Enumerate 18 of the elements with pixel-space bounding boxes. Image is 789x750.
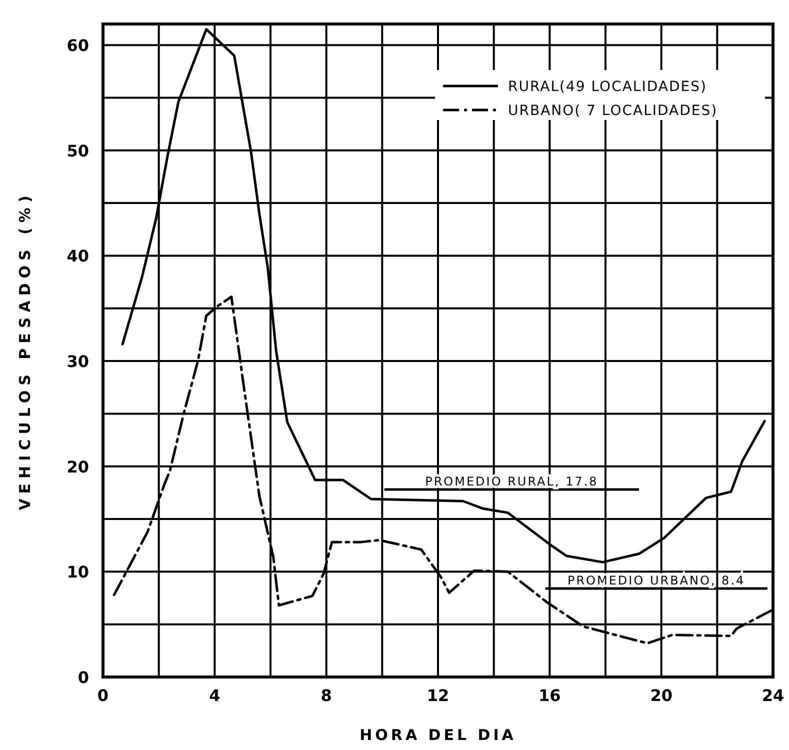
legend-label: URBANO( 7 LOCALIDADES) xyxy=(508,103,718,119)
y-tick-label: 30 xyxy=(66,352,89,372)
x-axis-title: HORA DEL DIA xyxy=(360,726,516,744)
y-tick-label: 60 xyxy=(66,36,89,56)
y-tick-label: 0 xyxy=(78,668,89,687)
y-tick-label: 10 xyxy=(66,562,89,582)
y-tick-label: 20 xyxy=(66,457,89,476)
legend-label: RURAL(49 LOCALIDADES) xyxy=(508,79,707,95)
x-tick-label: 12 xyxy=(426,686,450,705)
x-tick-label: 4 xyxy=(209,686,220,705)
y-axis-title: VEHICULOS PESADOS (%) xyxy=(16,190,34,510)
x-tick-label: 24 xyxy=(762,686,784,705)
x-tick-label: 20 xyxy=(650,686,672,705)
y-tick-label: 40 xyxy=(66,246,89,266)
x-tick-label: 0 xyxy=(97,686,109,705)
x-tick-label: 8 xyxy=(320,686,332,705)
x-tick-label: 16 xyxy=(538,686,561,705)
y-tick-label: 50 xyxy=(66,141,89,160)
